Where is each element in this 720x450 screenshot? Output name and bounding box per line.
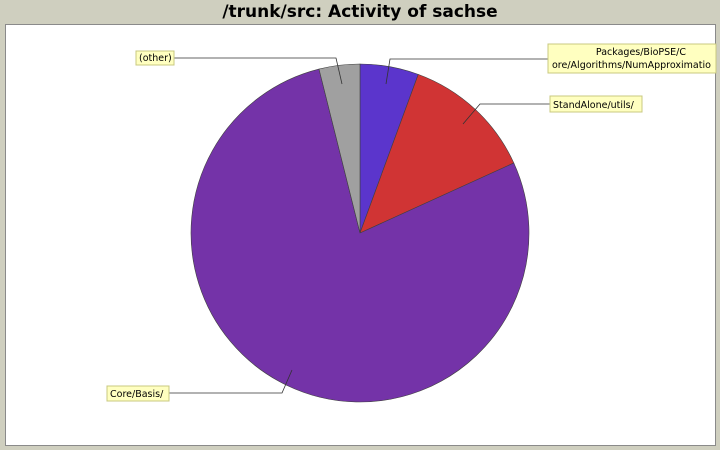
label-box <box>549 95 643 113</box>
pie-slice <box>190 68 530 403</box>
label-leader-line <box>462 103 550 125</box>
slice-label-text: Packages/BioPSE/C <box>596 47 686 58</box>
pie-slice <box>318 63 361 234</box>
slice-label-text: ore/Algorithms/NumApproximatio <box>552 60 711 71</box>
chart-title: /trunk/src: Activity of sachse <box>222 2 498 22</box>
slice-label-text: StandAlone/utils/ <box>553 100 635 111</box>
label-leader-line <box>174 57 343 85</box>
label-leader-line <box>385 58 548 85</box>
pie-slice <box>359 73 515 234</box>
slice-label: Packages/BioPSE/C ore/Algorithms/NumAppro… <box>385 43 717 85</box>
label-box <box>547 43 717 74</box>
slice-label: (other) <box>135 50 343 85</box>
label-box <box>135 50 175 66</box>
label-box <box>106 385 170 402</box>
slice-label-text: Core/Basis/ <box>110 389 164 400</box>
slice-label: StandAlone/utils/ <box>462 95 643 125</box>
slice-label-text: (other) <box>139 53 172 64</box>
slice-label: Core/Basis/ <box>106 369 293 402</box>
label-leader-line <box>169 369 293 394</box>
